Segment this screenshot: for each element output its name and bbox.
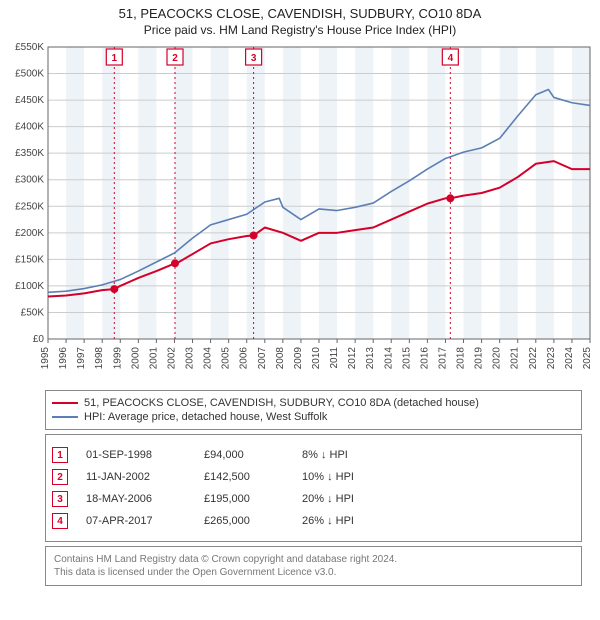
event-price: £265,000 [204, 515, 284, 527]
svg-text:2025: 2025 [582, 347, 593, 370]
svg-text:£150K: £150K [15, 254, 44, 265]
legend-swatch [52, 402, 78, 404]
svg-text:£50K: £50K [21, 307, 45, 318]
chart-title: 51, PEACOCKS CLOSE, CAVENDISH, SUDBURY, … [4, 6, 596, 21]
svg-text:£250K: £250K [15, 201, 44, 212]
chart-area: £0 £50K £100K £150K £200K £250K £300K £350K £400… [0, 39, 600, 384]
svg-text:2016: 2016 [419, 347, 430, 370]
svg-text:2014: 2014 [383, 347, 394, 370]
svg-text:1: 1 [112, 53, 118, 64]
legend-item: HPI: Average price, detached house, West… [52, 411, 575, 423]
legend: 51, PEACOCKS CLOSE, CAVENDISH, SUDBURY, … [45, 390, 582, 430]
event-row: 4 07-APR-2017 £265,000 26% ↓ HPI [52, 513, 575, 529]
svg-text:2015: 2015 [401, 347, 412, 370]
svg-text:2020: 2020 [492, 347, 503, 370]
svg-text:2018: 2018 [456, 347, 467, 370]
svg-text:2011: 2011 [329, 347, 340, 369]
event-pct-vs-hpi: 10% ↓ HPI [302, 471, 382, 483]
svg-text:1999: 1999 [112, 347, 123, 370]
svg-text:£500K: £500K [15, 69, 44, 80]
svg-text:£450K: £450K [15, 95, 44, 106]
svg-text:2013: 2013 [365, 347, 376, 370]
event-price: £94,000 [204, 449, 284, 461]
svg-text:2017: 2017 [437, 347, 448, 370]
svg-text:2021: 2021 [510, 347, 521, 370]
svg-text:2022: 2022 [528, 347, 539, 370]
svg-text:£550K: £550K [15, 42, 44, 53]
svg-text:£100K: £100K [15, 281, 44, 292]
event-pct-vs-hpi: 26% ↓ HPI [302, 515, 382, 527]
svg-text:1995: 1995 [40, 347, 51, 370]
legend-label: 51, PEACOCKS CLOSE, CAVENDISH, SUDBURY, … [84, 397, 479, 409]
svg-text:2001: 2001 [148, 347, 159, 370]
page: 51, PEACOCKS CLOSE, CAVENDISH, SUDBURY, … [0, 0, 600, 586]
event-marker: 4 [52, 513, 68, 529]
svg-text:2023: 2023 [546, 347, 557, 370]
svg-text:£300K: £300K [15, 175, 44, 186]
svg-text:1998: 1998 [94, 347, 105, 370]
attribution-line: This data is licensed under the Open Gov… [54, 566, 573, 579]
event-date: 01-SEP-1998 [86, 449, 186, 461]
event-marker: 2 [52, 469, 68, 485]
chart-subtitle: Price paid vs. HM Land Registry's House … [4, 23, 596, 37]
event-pct-vs-hpi: 8% ↓ HPI [302, 449, 382, 461]
event-price: £195,000 [204, 493, 284, 505]
svg-text:2008: 2008 [275, 347, 286, 370]
svg-text:2009: 2009 [293, 347, 304, 370]
event-date: 11-JAN-2002 [86, 471, 186, 483]
event-marker: 3 [52, 491, 68, 507]
svg-text:2000: 2000 [130, 347, 141, 370]
svg-text:2010: 2010 [311, 347, 322, 370]
event-date: 07-APR-2017 [86, 515, 186, 527]
svg-text:2006: 2006 [239, 347, 250, 370]
svg-text:4: 4 [448, 53, 454, 64]
svg-text:2004: 2004 [203, 347, 214, 370]
legend-swatch [52, 416, 78, 418]
svg-text:2019: 2019 [474, 347, 485, 370]
svg-text:£400K: £400K [15, 122, 44, 133]
svg-text:3: 3 [251, 53, 257, 64]
data-attribution: Contains HM Land Registry data © Crown c… [45, 546, 582, 586]
svg-text:1996: 1996 [58, 347, 69, 370]
event-row: 1 01-SEP-1998 £94,000 8% ↓ HPI [52, 447, 575, 463]
event-marker: 1 [52, 447, 68, 463]
attribution-line: Contains HM Land Registry data © Crown c… [54, 553, 573, 566]
chart-title-block: 51, PEACOCKS CLOSE, CAVENDISH, SUDBURY, … [0, 0, 600, 39]
svg-text:1997: 1997 [76, 347, 87, 370]
event-date: 18-MAY-2006 [86, 493, 186, 505]
event-row: 3 18-MAY-2006 £195,000 20% ↓ HPI [52, 491, 575, 507]
svg-text:2024: 2024 [564, 347, 575, 370]
legend-item: 51, PEACOCKS CLOSE, CAVENDISH, SUDBURY, … [52, 397, 575, 409]
svg-text:£0: £0 [33, 334, 45, 345]
svg-text:2005: 2005 [221, 347, 232, 370]
svg-text:2012: 2012 [347, 347, 358, 370]
price-chart: £0 £50K £100K £150K £200K £250K £300K £350K £400… [0, 39, 600, 379]
event-row: 2 11-JAN-2002 £142,500 10% ↓ HPI [52, 469, 575, 485]
svg-text:£200K: £200K [15, 228, 44, 239]
events-table: 1 01-SEP-1998 £94,000 8% ↓ HPI 2 11-JAN-2002 £… [45, 434, 582, 542]
svg-text:2003: 2003 [185, 347, 196, 370]
event-price: £142,500 [204, 471, 284, 483]
legend-label: HPI: Average price, detached house, West… [84, 411, 327, 423]
svg-text:£350K: £350K [15, 148, 44, 159]
svg-text:2002: 2002 [166, 347, 177, 370]
svg-text:2: 2 [172, 53, 178, 64]
svg-text:2007: 2007 [257, 347, 268, 370]
event-pct-vs-hpi: 20% ↓ HPI [302, 493, 382, 505]
